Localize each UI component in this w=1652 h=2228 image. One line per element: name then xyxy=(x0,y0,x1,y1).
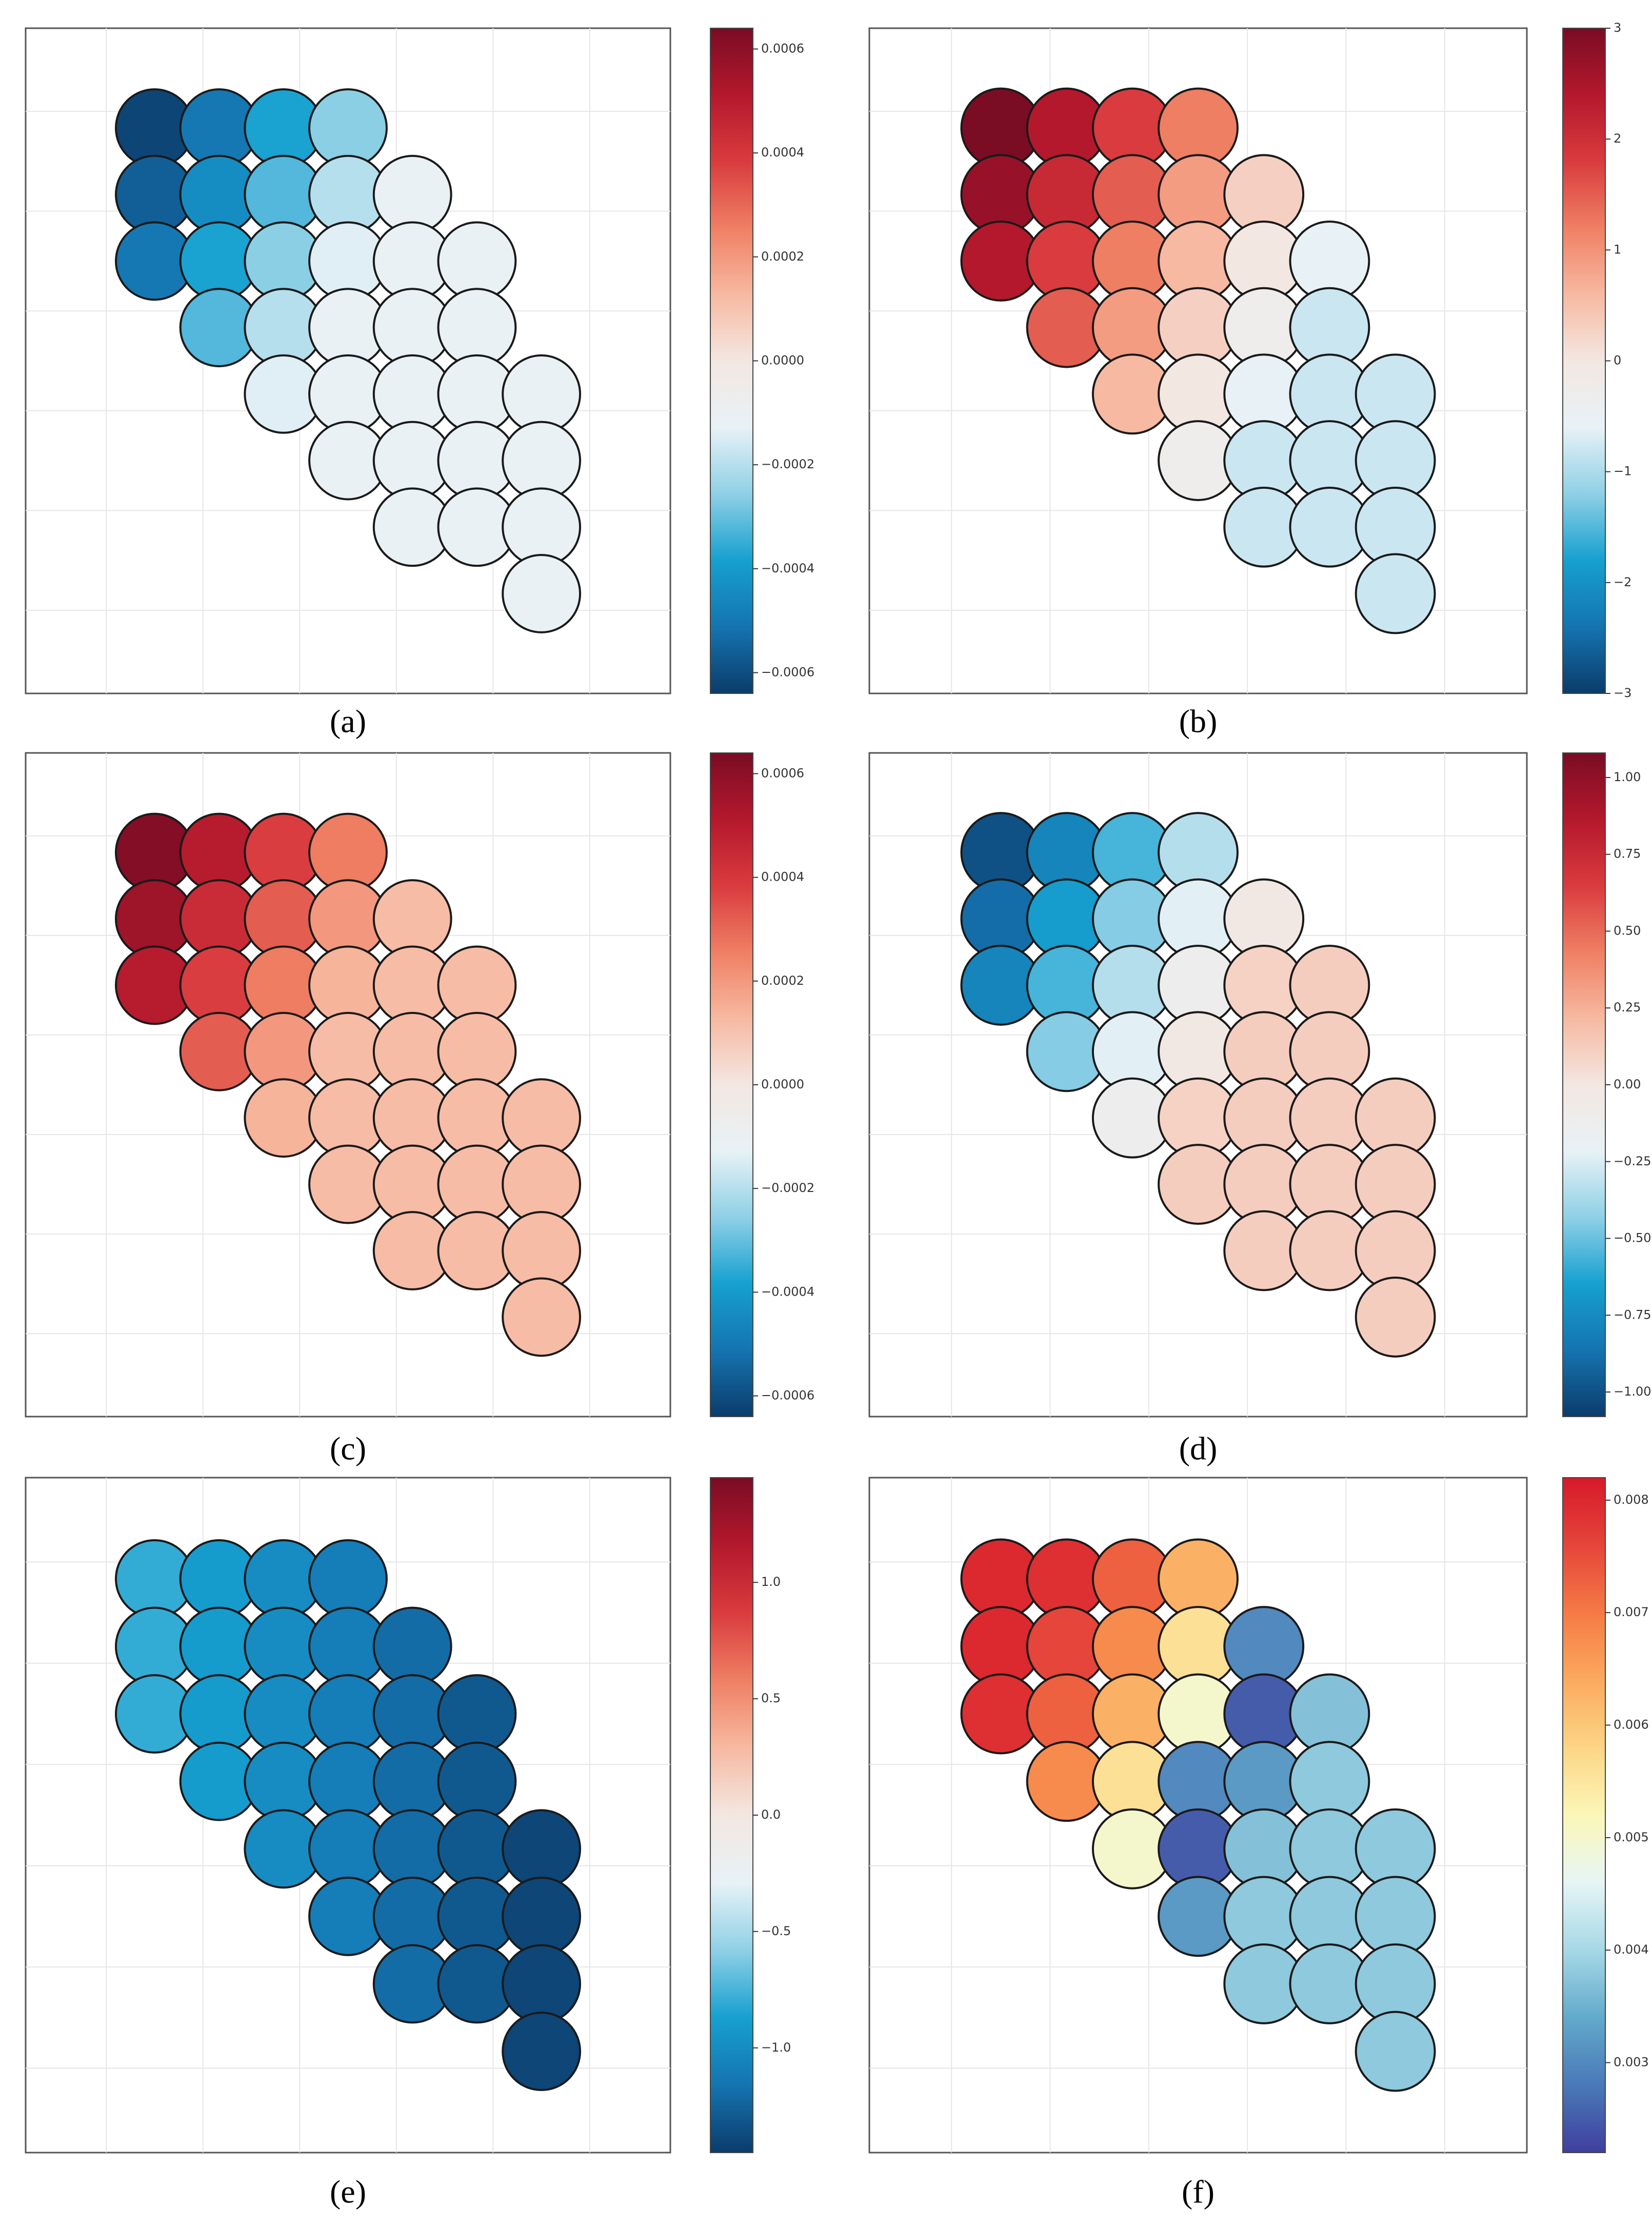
panel-label: (b) xyxy=(1179,703,1218,740)
colorbar-tick-label: −0.75 xyxy=(1614,1307,1651,1322)
colorbar-tick-label: −0.0002 xyxy=(761,1181,814,1195)
colorbar-tick-label: 0.0002 xyxy=(761,973,804,988)
colorbar-tick-label: 0.007 xyxy=(1614,1605,1649,1619)
data-point xyxy=(1355,553,1436,634)
colorbar-tick-label: 1.00 xyxy=(1614,770,1641,784)
colorbar-tick-label: −0.0004 xyxy=(761,561,814,575)
panel-label: (d) xyxy=(1179,1430,1218,1467)
colorbar-tick-label: 0.0 xyxy=(761,1807,781,1822)
colorbar-tick-label: 0.004 xyxy=(1614,1942,1649,1957)
colorbar-tick-label: 0.0004 xyxy=(761,145,804,160)
colorbar-tick-label: −0.0002 xyxy=(761,457,814,471)
colorbar-tick-label: 0.003 xyxy=(1614,2055,1649,2070)
data-point xyxy=(1355,2011,1436,2092)
colorbar-tick-label: −0.0006 xyxy=(761,665,814,679)
colorbar-tick-label: 2 xyxy=(1614,131,1621,146)
data-point xyxy=(437,1674,517,1754)
colorbar-tick-label: 0.005 xyxy=(1614,1830,1649,1844)
colorbar-tick-label: 0.0006 xyxy=(761,42,804,56)
panel-label: (c) xyxy=(330,1430,366,1467)
colorbar-tick-label: 0.00 xyxy=(1614,1077,1641,1091)
panel-label: (f) xyxy=(1182,2174,1215,2210)
colorbar-tick-label: 0.0006 xyxy=(761,766,804,780)
data-point xyxy=(437,1741,517,1821)
colorbar-tick-label: −1 xyxy=(1614,464,1631,479)
colorbar-tick-label: −0.0006 xyxy=(761,1388,814,1403)
colorbar-tick-label: 0.008 xyxy=(1614,1493,1649,1507)
data-point xyxy=(502,2012,582,2092)
colorbar-tick-label: −0.25 xyxy=(1614,1154,1651,1168)
colorbar-tick-label: 0.25 xyxy=(1614,1000,1641,1014)
colorbar-tick-label: 0.0000 xyxy=(761,1077,804,1091)
colorbar-tick-label: −0.0004 xyxy=(761,1284,814,1299)
data-point xyxy=(1355,1276,1436,1358)
colorbar-tick-label: 0.50 xyxy=(1614,923,1641,938)
colorbar-tick-label: 0.006 xyxy=(1614,1718,1649,1732)
data-point xyxy=(308,1539,388,1619)
data-point xyxy=(502,1944,582,2024)
colorbar-tick-label: 0.0000 xyxy=(761,353,804,368)
colorbar-tick-label: −1.00 xyxy=(1614,1384,1651,1399)
colorbar-tick-label: −3 xyxy=(1614,686,1631,700)
colorbar-tick-label: 0.0002 xyxy=(761,249,804,264)
colorbar-tick-label: −2 xyxy=(1614,575,1631,589)
colorbar-tick-label: 0.75 xyxy=(1614,847,1641,861)
colorbar-tick-label: −0.50 xyxy=(1614,1231,1651,1245)
data-point xyxy=(502,1876,582,1956)
colorbar xyxy=(710,28,753,694)
colorbar-tick-label: 0 xyxy=(1614,353,1621,368)
colorbar-tick-label: 1 xyxy=(1614,242,1621,256)
panel-label: (a) xyxy=(330,703,366,740)
data-point xyxy=(372,1606,452,1686)
colorbar-tick-label: 0.5 xyxy=(761,1691,781,1705)
colorbar xyxy=(710,1477,753,2153)
colorbar xyxy=(710,752,753,1417)
colorbar-tick-label: 0.0004 xyxy=(761,870,804,884)
colorbar xyxy=(1562,752,1606,1417)
colorbar-tick-label: −1.0 xyxy=(761,2040,791,2055)
colorbar xyxy=(1562,1477,1606,2153)
data-point xyxy=(502,1809,582,1889)
colorbar xyxy=(1562,28,1606,694)
data-point xyxy=(502,1277,582,1357)
colorbar-tick-label: 3 xyxy=(1614,21,1621,35)
colorbar-tick-label: −0.5 xyxy=(761,1924,791,1938)
data-point xyxy=(502,554,582,633)
panel-label: (e) xyxy=(330,2174,366,2210)
colorbar-tick-label: 1.0 xyxy=(761,1575,781,1589)
